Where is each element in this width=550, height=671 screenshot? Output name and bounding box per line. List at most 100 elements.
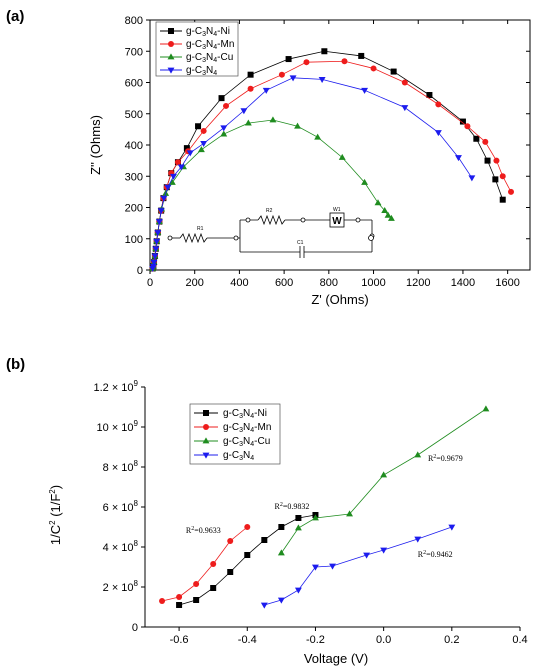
plot-a-point-3-6	[154, 230, 162, 237]
circuit-label-w1: W1	[333, 207, 341, 213]
circuit-node-top-c	[355, 217, 361, 223]
plot-b-ytick-exp-1: 8	[134, 579, 139, 588]
plot-a-point-1-18	[303, 59, 310, 66]
plot-b-xtick-label-4: 0.2	[444, 634, 459, 646]
plot-b-point-2-3	[346, 510, 353, 517]
plot-a-point-2-14	[244, 119, 252, 126]
plot-a-legend: g-C3N4-Nig-C3N4-Mng-C3N4-Cug-C3N4	[155, 21, 239, 77]
plot-b-xtick-label-2: -0.2	[306, 634, 325, 646]
plot-a-point-3-8	[157, 208, 165, 215]
plot-a-point-2-16	[294, 122, 301, 129]
plot-a-legend-label-0-part-1: 3	[202, 31, 206, 38]
plot-b-point-0-7	[295, 515, 302, 521]
plot-a-point-2-15	[269, 116, 277, 123]
plot-b-ytick-label-1: 2 × 108	[103, 579, 139, 594]
plot-a-point-3-7	[155, 219, 163, 226]
impedance-plot: 0 200 400 600 800 1000 1200 1400 1600 0 100 200 300 4…	[88, 15, 531, 307]
plot-a-ytick-label-6: 600	[125, 78, 143, 90]
plot-a-ytick-label-3: 300	[125, 171, 143, 183]
plot-b-ytick-label-2: 4 × 108	[103, 539, 139, 554]
circuit-label-c1: C1	[297, 240, 304, 246]
plot-b-ylabel: 1/C2 (1/F2)	[48, 485, 63, 545]
plot-b-ytick-base-2: 4 × 10	[103, 542, 134, 554]
plot-b-legend: g-C3N4-Nig-C3N4-Mng-C3N4-Cug-C3N4	[189, 403, 281, 465]
plot-a-xtick-label-2: 400	[230, 277, 248, 289]
plot-b-ytick-base-0: 0	[132, 622, 138, 634]
plot-a-point-3-4	[152, 246, 160, 253]
plot-b-legend-label-0-part-3: 4	[250, 413, 254, 420]
plot-b-r2-prefix-0: R	[186, 526, 192, 535]
plot-a-point-3-18	[289, 75, 297, 82]
plot-b-point-0-6	[278, 524, 285, 530]
plot-b-r2-sup-0: 2	[191, 526, 194, 532]
plot-b-legend-label-2-part-2: N	[243, 436, 250, 447]
plot-b-xtick-label-5: 0.4	[512, 634, 527, 646]
plot-a-point-1-27	[508, 188, 514, 195]
plot-b-point-1-2	[193, 581, 200, 587]
plot-a-point-0-23	[473, 135, 480, 142]
plot-b-point-0-2	[210, 585, 217, 591]
plot-b-point-1-0	[159, 598, 166, 604]
plot-a-point-1-22	[435, 101, 442, 108]
plot-a-xlabel: Z' (Ohms)	[311, 292, 368, 307]
plot-b-ytick-exp-2: 8	[134, 539, 139, 548]
plot-b-xtick-label-1: -0.4	[238, 634, 257, 646]
plot-a-point-3-11	[170, 173, 177, 180]
plot-a-xtick-label-8: 1600	[495, 277, 519, 289]
plot-a-legend-label-2-part-3: 4	[213, 57, 217, 64]
plot-b-xtick-label-3: 0.0	[376, 634, 391, 646]
plot-b-r2-annotation-3: R2=0.9462	[418, 550, 453, 559]
plot-a-point-0-13	[183, 145, 190, 152]
plot-b-ytick-label-3: 6 × 108	[103, 499, 139, 514]
plot-b-legend-label-0: g-C3N4-Ni	[223, 408, 267, 420]
plot-a-legend-label-0-part-2: N	[206, 26, 213, 37]
panel-b-label: (b)	[6, 356, 25, 373]
plot-a-point-3-12	[177, 164, 185, 171]
plot-b-legend-label-3-part-2: N	[243, 450, 250, 461]
plot-a-point-3-17	[262, 87, 270, 94]
plot-a-point-3-10	[164, 184, 172, 191]
plot-a-point-1-25	[493, 157, 500, 164]
plot-a-xtick-label-1: 200	[186, 277, 204, 289]
plot-a-xtick-label-7: 1400	[451, 277, 475, 289]
plot-a-legend-label-3-part-3: 4	[213, 70, 217, 77]
plot-b-ylabel-main: 1/C	[48, 525, 63, 545]
plot-a-point-2-22	[384, 211, 392, 218]
plot-a-point-0-25	[492, 176, 499, 183]
plot-a-point-2-17	[314, 133, 322, 140]
circuit-node-top-b	[300, 217, 306, 223]
plot-a-point-0-21	[426, 92, 433, 98]
circuit-node-left	[233, 235, 239, 241]
plot-a-point-2-23	[387, 214, 395, 221]
plot-b-r2-sup-3: 2	[423, 550, 426, 556]
plot-b-legend-label-1-part-3: 4	[250, 427, 254, 434]
plot-b-legend-label-0-part-0: g-C	[223, 408, 239, 419]
plot-b-point-1-5	[244, 524, 251, 530]
plot-b-ylabel-mid: (1/F	[48, 494, 63, 521]
equivalent-circuit-inset	[167, 212, 375, 258]
plot-b-point-3-8	[448, 524, 456, 531]
plot-b-point-0-4	[244, 552, 251, 558]
plot-b-point-2-5	[414, 451, 422, 458]
plot-a-point-3-23	[455, 155, 462, 162]
plot-a-point-0-18	[321, 48, 328, 55]
plot-b-legend-label-0-part-4: -Ni	[254, 408, 267, 419]
plot-b-point-3-2	[294, 587, 302, 594]
plot-a-legend-label-0: g-C3N4-Ni	[186, 26, 230, 38]
plot-a-legend-label-0-part-3: 4	[213, 31, 217, 38]
plot-b-legend-label-1: g-C3N4-Mn	[223, 422, 271, 434]
plot-a-point-1-21	[401, 79, 408, 86]
plot-a-point-2-20	[374, 199, 382, 206]
plot-a-point-3-5	[153, 238, 161, 245]
plot-a-series-line-0	[152, 50, 504, 269]
plot-a-ytick-label-7: 700	[125, 46, 143, 58]
plot-a-legend-marker-2	[167, 53, 175, 60]
plot-a-point-2-12	[197, 146, 205, 153]
plot-b-point-3-1	[277, 597, 285, 604]
plot-a-point-3-3	[151, 253, 159, 260]
plot-a-ytick-label-2: 200	[125, 203, 143, 215]
plot-a-ylabel: Z'' (Ohms)	[88, 115, 103, 175]
plot-b-point-2-6	[482, 405, 490, 412]
plot-b-series	[159, 405, 490, 609]
